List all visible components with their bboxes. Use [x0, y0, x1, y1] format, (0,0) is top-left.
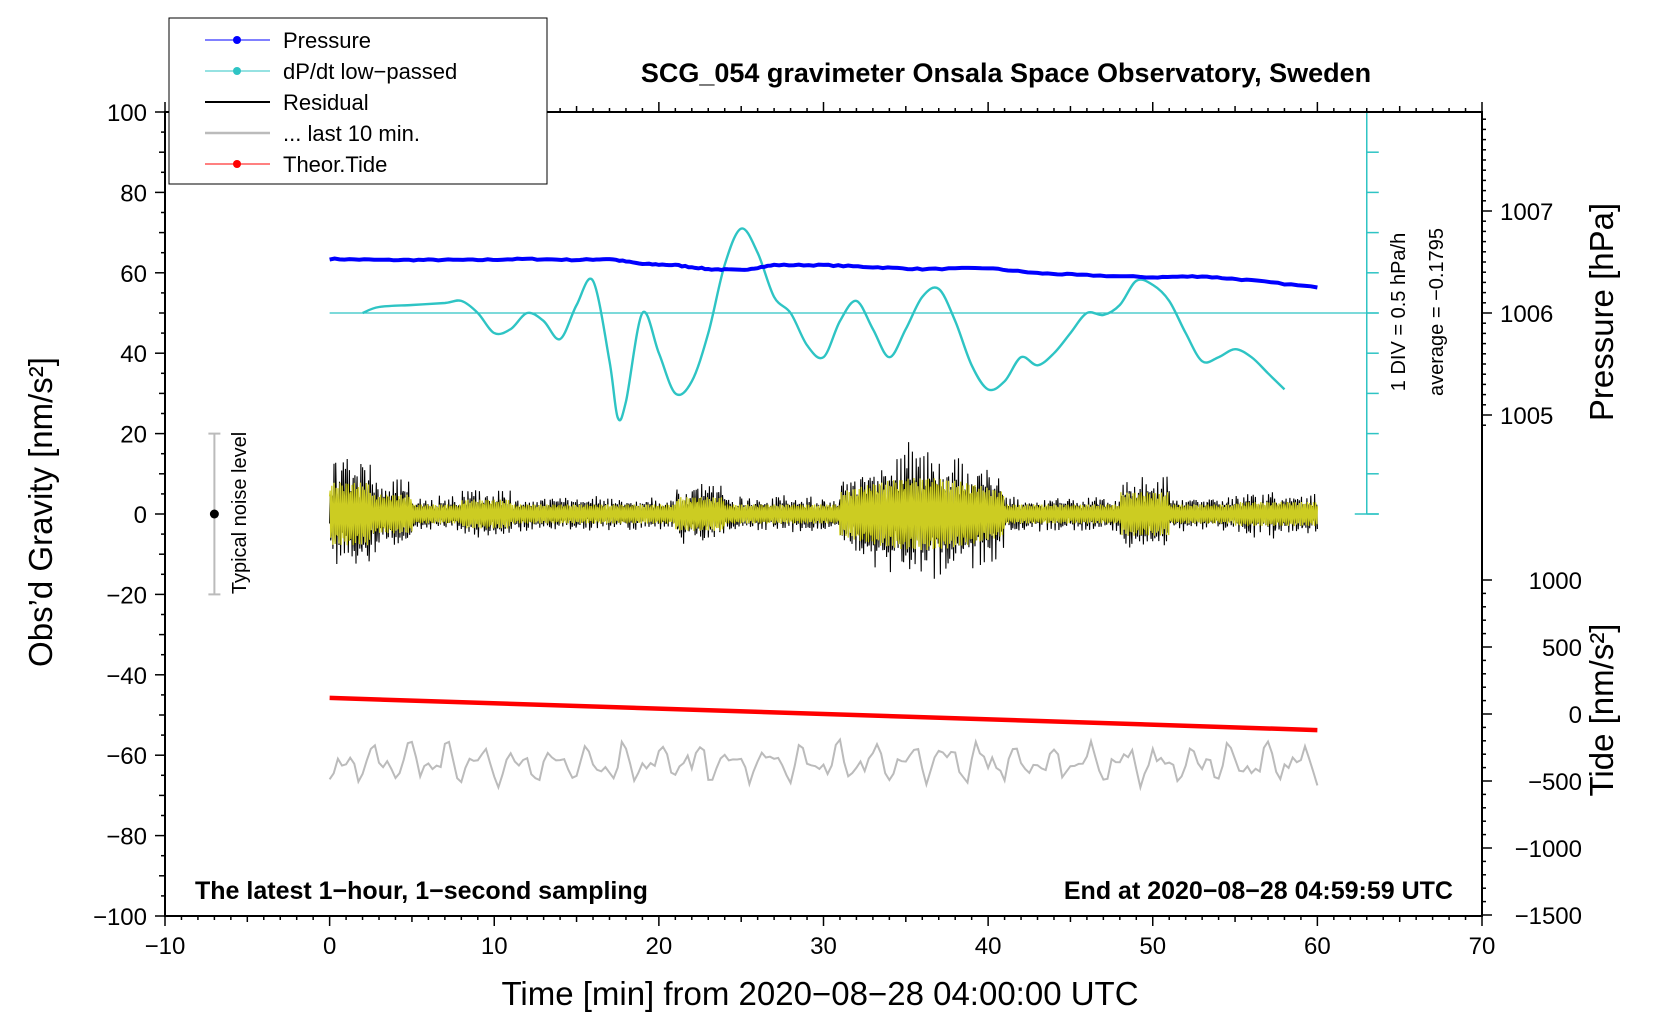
y-tick-label: −60 [106, 743, 147, 770]
legend: Pressure dP/dt low−passed Residual ... l… [168, 17, 548, 185]
legend-label-dpdt: dP/dt low−passed [283, 59, 457, 84]
y-axis-label-pressure: Pressure [hPa] [1583, 203, 1620, 421]
residual-filtered-line [328, 477, 1319, 551]
annotation-end-time: End at 2020−08−28 04:59:59 UTC [1064, 877, 1453, 905]
pressure-tick-label: 1007 [1500, 199, 1553, 226]
legend-label-residual: Residual [283, 90, 369, 115]
x-tick-label: 70 [1469, 933, 1496, 960]
legend-label-pressure: Pressure [283, 28, 371, 53]
x-axis-label: Time [min] from 2020−08−28 04:00:00 UTC [501, 975, 1138, 1012]
legend-entry-dpdt: dP/dt low−passed [205, 59, 457, 84]
residual-series-line [329, 442, 1318, 579]
tide-series-line [329, 695, 1318, 733]
gravity-label-text: Obs’d Gravity [nm/s²] [22, 357, 59, 667]
legend-entry-residual: Residual [205, 90, 369, 115]
plot-layer [208, 111, 1379, 792]
y-tick-label: 80 [120, 180, 147, 207]
pressure-series-line [329, 256, 1318, 290]
x-tick-label: 20 [646, 933, 673, 960]
y-tick-label: −40 [106, 663, 147, 690]
noise-bar-center [209, 509, 219, 519]
legend-marker-pressure [233, 36, 241, 44]
y-tick-label: 60 [120, 261, 147, 288]
tide-tick-label: 0 [1569, 702, 1582, 729]
noise-level-label: Typical noise level [229, 432, 251, 594]
y-tick-label: −100 [93, 904, 147, 931]
legend-label-tide: Theor.Tide [283, 152, 387, 177]
y-axis-label-tide: Tide [nm/s²] [1583, 624, 1620, 797]
last10-series-line [328, 737, 1319, 792]
y-tick-label: −80 [106, 824, 147, 851]
div-scale-label: 1 DIV = 0.5 hPa/h [1388, 233, 1410, 391]
tide-tick-label: 500 [1542, 635, 1582, 662]
y-tick-label: 100 [107, 100, 147, 127]
legend-label-last10: ... last 10 min. [283, 121, 420, 146]
legend-entry-tide: Theor.Tide [205, 152, 387, 177]
annotation-sampling: The latest 1−hour, 1−second sampling [195, 877, 648, 905]
average-label: average = −0.1795 [1426, 228, 1448, 396]
legend-marker-tide [233, 160, 241, 168]
x-tick-label: 0 [323, 933, 336, 960]
x-tick-label: −10 [145, 933, 186, 960]
legend-entry-last10: ... last 10 min. [205, 121, 420, 146]
x-tick-label: 40 [975, 933, 1002, 960]
y-tick-label: −20 [106, 582, 147, 609]
x-tick-label: 50 [1139, 933, 1166, 960]
chart-title: SCG_054 gravimeter Onsala Space Observat… [641, 58, 1371, 88]
tide-tick-label: −1000 [1515, 836, 1582, 863]
x-tick-label: 10 [481, 933, 508, 960]
tick-layer: −10 0 10 20 30 40 50 60 70−100−80−60−40−20020406… [93, 100, 1582, 960]
pressure-tick-label: 1006 [1500, 301, 1553, 328]
x-tick-label: 30 [810, 933, 837, 960]
tide-tick-label: −1500 [1515, 903, 1582, 930]
y-tick-label: 0 [134, 502, 147, 529]
y-tick-label: 20 [120, 422, 147, 449]
x-tick-label: 60 [1304, 933, 1331, 960]
y-axis-label-gravity: Obs’d Gravity [nm/s²] [22, 357, 59, 667]
tide-tick-label: −500 [1528, 769, 1582, 796]
tide-tick-label: 1000 [1529, 568, 1582, 595]
pressure-tick-label: 1005 [1500, 403, 1553, 430]
dpdt-series-line [362, 227, 1286, 422]
y-tick-label: 40 [120, 341, 147, 368]
legend-entry-pressure: Pressure [205, 28, 371, 53]
legend-marker-dpdt [233, 67, 241, 75]
